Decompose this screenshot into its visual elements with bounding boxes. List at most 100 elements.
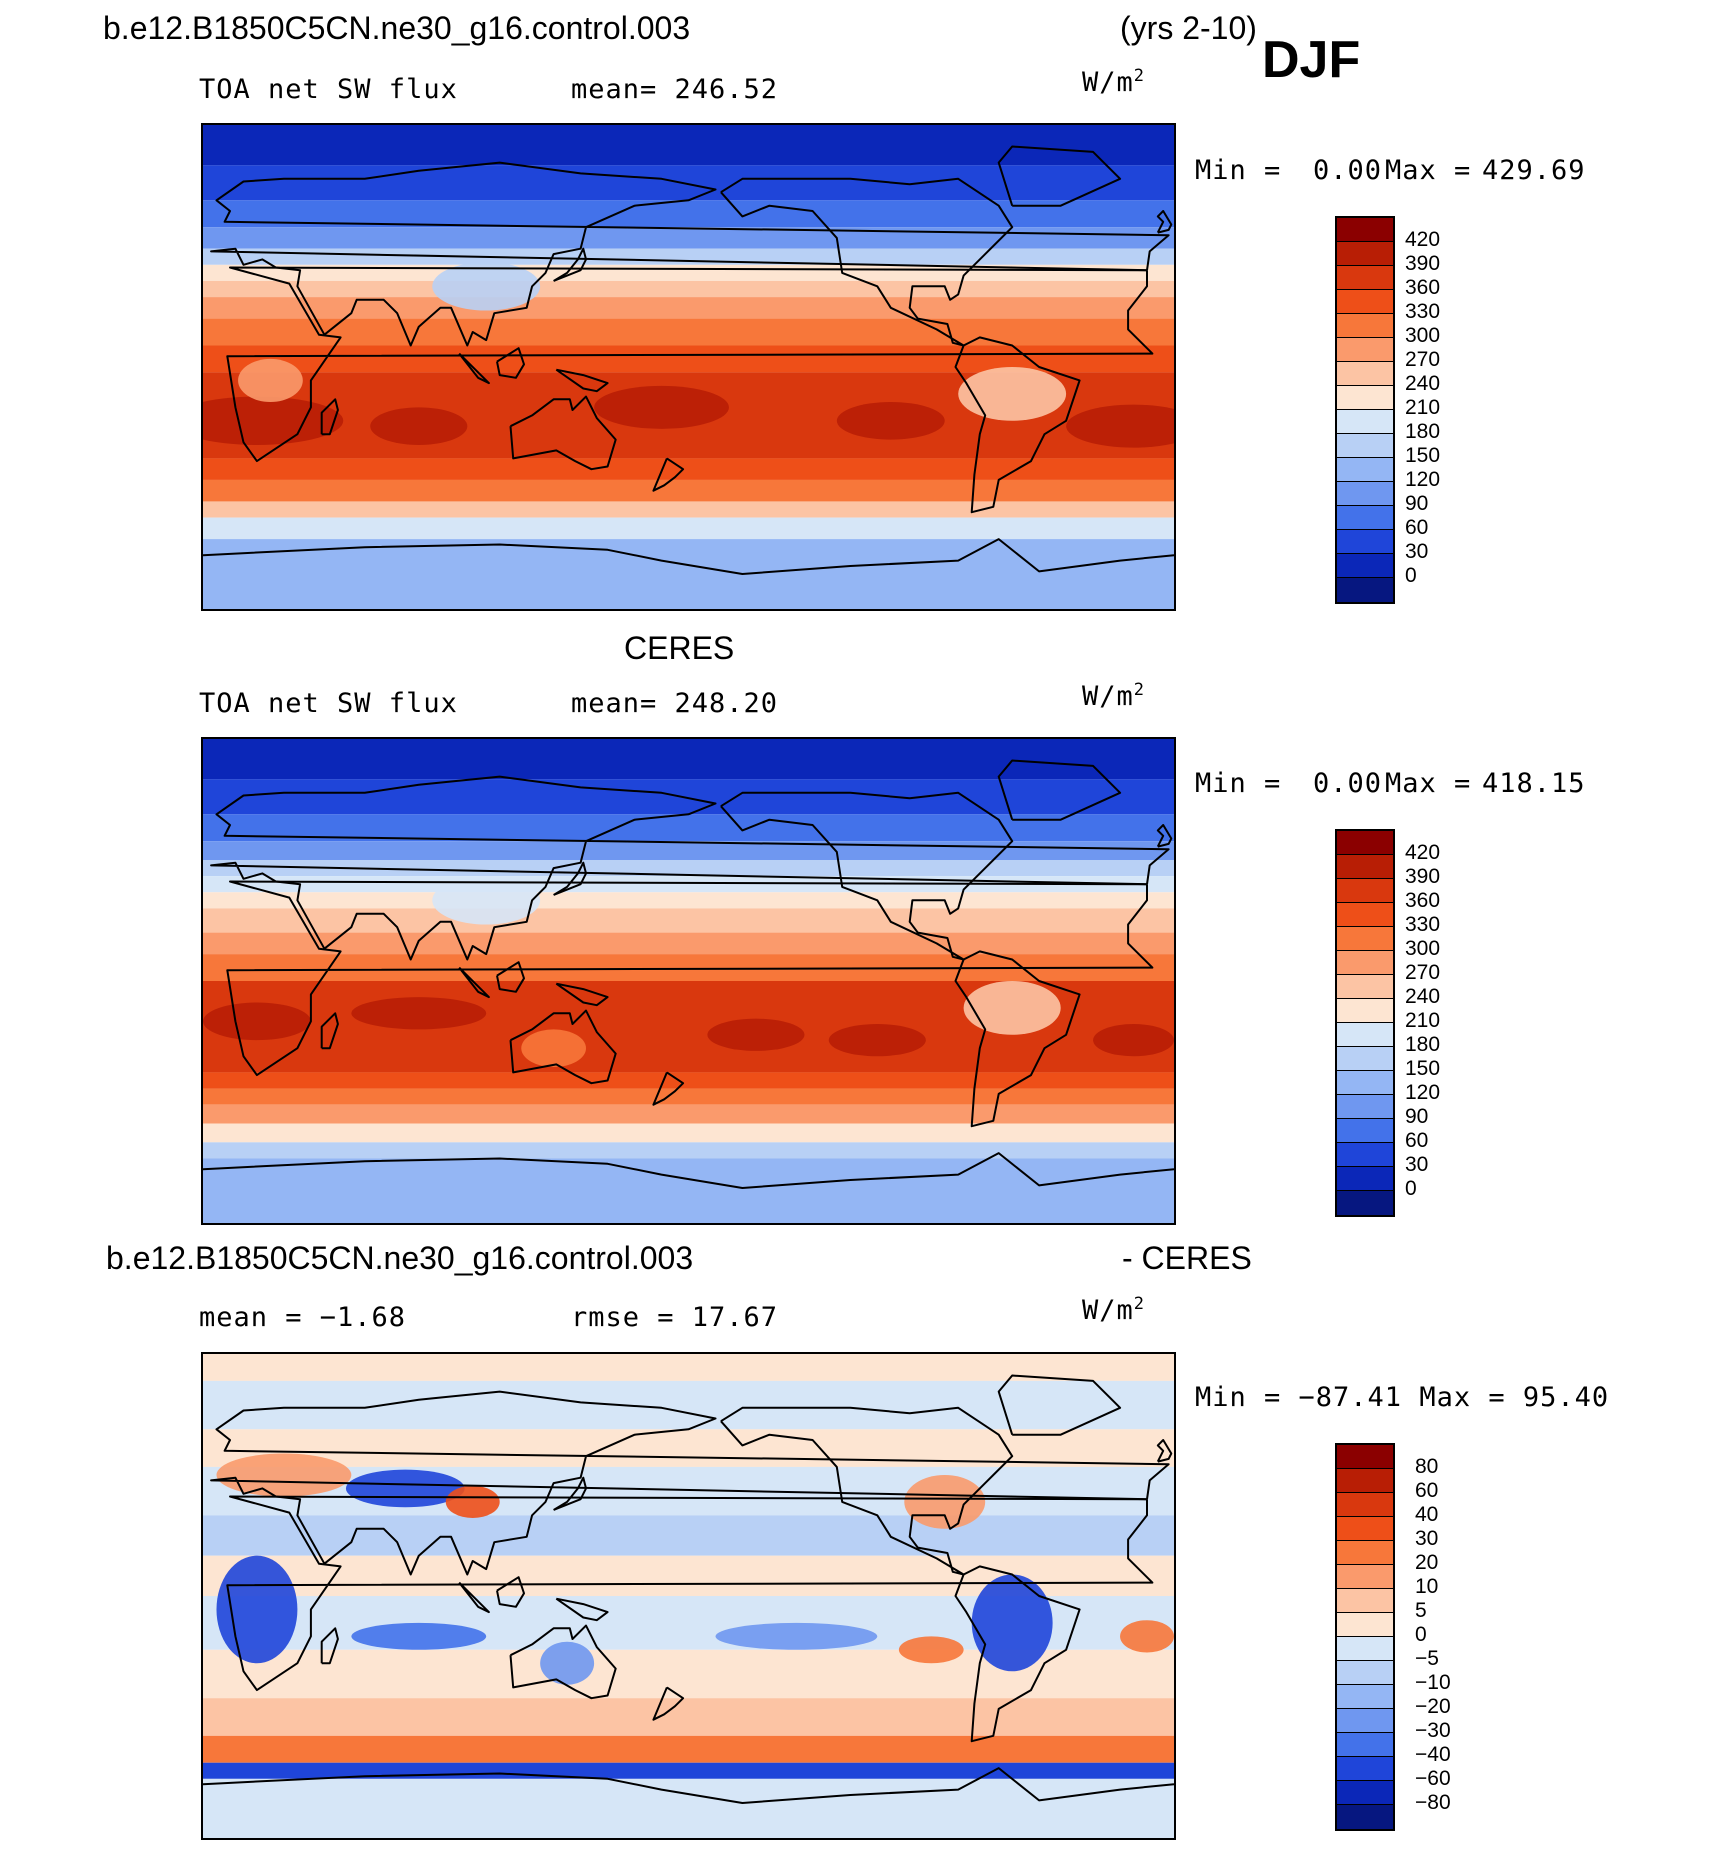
colorbar-segment [1337, 338, 1393, 362]
colorbar-tick-label: 20 [1415, 1551, 1439, 1574]
colorbar-tick-label: 390 [1405, 865, 1441, 888]
panel2-max-value: 418.15 [1482, 768, 1586, 799]
colorbar-segment [1337, 1071, 1393, 1095]
flux-band [203, 932, 1174, 955]
colorbar-tick-label: 240 [1405, 985, 1441, 1008]
panel2-map [201, 737, 1176, 1225]
colorbar-tick-label: 5 [1415, 1599, 1427, 1622]
colorbar-segment [1337, 578, 1393, 602]
panel3-rmse: rmse = 17.67 [571, 1302, 779, 1333]
season-label: DJF [1262, 31, 1361, 89]
colorbar-tick-label: −20 [1415, 1695, 1451, 1718]
flux-band [203, 860, 1174, 877]
flux-anomaly-region [351, 1622, 487, 1650]
years-label: (yrs 2-10) [1120, 10, 1257, 46]
flux-band [203, 841, 1174, 860]
flux-anomaly-region [707, 1018, 805, 1051]
flux-band [203, 539, 1174, 609]
colorbar-tick-label: 40 [1415, 1503, 1439, 1526]
colorbar-segment [1337, 434, 1393, 458]
colorbar-segment [1337, 1517, 1393, 1541]
panel2-units: W/m2 [1082, 680, 1146, 712]
colorbar-tick-label: 210 [1405, 396, 1441, 419]
colorbar-segment [1337, 927, 1393, 951]
colorbar-segment [1337, 903, 1393, 927]
colorbar-segment [1337, 1733, 1393, 1757]
colorbar-segment [1337, 1661, 1393, 1685]
flux-anomaly-region [1120, 1620, 1174, 1653]
colorbar-tick-label: 80 [1415, 1455, 1439, 1478]
colorbar-tick-label: 360 [1405, 889, 1441, 912]
flux-band [203, 1698, 1174, 1736]
flux-band [203, 892, 1174, 909]
colorbar-segment [1337, 831, 1393, 855]
flux-anomaly-region [958, 367, 1067, 421]
colorbar-segment [1337, 554, 1393, 578]
flux-anomaly-region [715, 1622, 878, 1650]
colorbar-segment [1337, 975, 1393, 999]
colorbar-segment [1337, 482, 1393, 506]
flux-band [203, 165, 1174, 201]
coastline [553, 247, 587, 282]
flux-band [203, 280, 1174, 298]
coastline [203, 1152, 1174, 1189]
panel3-units: W/m2 [1082, 1294, 1146, 1326]
flux-anomaly-region [203, 396, 344, 445]
panel2-variable-label: TOA net SW flux [199, 688, 458, 719]
flux-anomaly-region [1093, 1024, 1174, 1057]
colorbar-tick-label: 420 [1405, 228, 1441, 251]
colorbar-tick-label: 360 [1405, 276, 1441, 299]
coastline [210, 775, 1170, 961]
panel1-units: W/m2 [1082, 66, 1146, 98]
panel1-min-value: 0.00 [1313, 155, 1383, 186]
flux-anomaly-region [216, 1555, 298, 1664]
coastline [226, 266, 1154, 463]
colorbar-segment [1337, 879, 1393, 903]
coastline [226, 880, 1154, 1077]
coastline [458, 352, 490, 385]
coastline [652, 1071, 685, 1106]
flux-band [203, 739, 1174, 780]
colorbar-tick-label: 150 [1405, 444, 1441, 467]
panel3-min-max: Min = −87.41 Max = 95.40 [1195, 1382, 1610, 1413]
coastline [555, 1597, 609, 1622]
panel3-title-right: - CERES [1122, 1240, 1252, 1276]
panel2-title: CERES [624, 630, 735, 666]
colorbar-tick-label: 300 [1405, 937, 1441, 960]
coastline [954, 1565, 1081, 1743]
colorbar-segment [1337, 218, 1393, 242]
coastline [320, 1012, 339, 1050]
flux-band [203, 1380, 1174, 1430]
colorbar-segment [1337, 530, 1393, 554]
colorbar-tick-label: 330 [1405, 913, 1441, 936]
coastline [509, 395, 617, 471]
colorbar-segment [1337, 410, 1393, 434]
colorbar-segment [1337, 1637, 1393, 1661]
flux-anomaly-region [445, 1485, 500, 1519]
flux-anomaly-region [1066, 404, 1174, 448]
colorbar-segment [1337, 386, 1393, 410]
colorbar-segment [1337, 1541, 1393, 1565]
flux-band [203, 1515, 1174, 1556]
coastline [226, 1495, 1154, 1692]
flux-anomaly-region [594, 385, 729, 429]
coastline [553, 861, 587, 896]
coastline [652, 457, 685, 492]
flux-band [203, 501, 1174, 518]
flux-band [203, 1735, 1174, 1763]
panel2-colorbar-labels: 420 390 360 330 300 270 240 210 180 150 120 90 60 30 0 [1405, 841, 1440, 1201]
colorbar-segment [1337, 290, 1393, 314]
panel1-map [201, 123, 1176, 611]
flux-anomaly-region [203, 1002, 311, 1041]
flux-anomaly-region [836, 401, 945, 440]
colorbar-tick-label: 30 [1405, 540, 1429, 563]
panel1-variable-label: TOA net SW flux [199, 74, 458, 105]
panel2-colorbar [1335, 829, 1395, 1217]
colorbar-segment [1337, 1445, 1393, 1469]
coastline [458, 966, 490, 999]
flux-anomaly-region [828, 1024, 926, 1057]
colorbar-segment [1337, 314, 1393, 338]
coastline [555, 368, 609, 393]
panel1-max-label: Max = [1385, 155, 1472, 186]
colorbar-tick-label: 120 [1405, 468, 1441, 491]
